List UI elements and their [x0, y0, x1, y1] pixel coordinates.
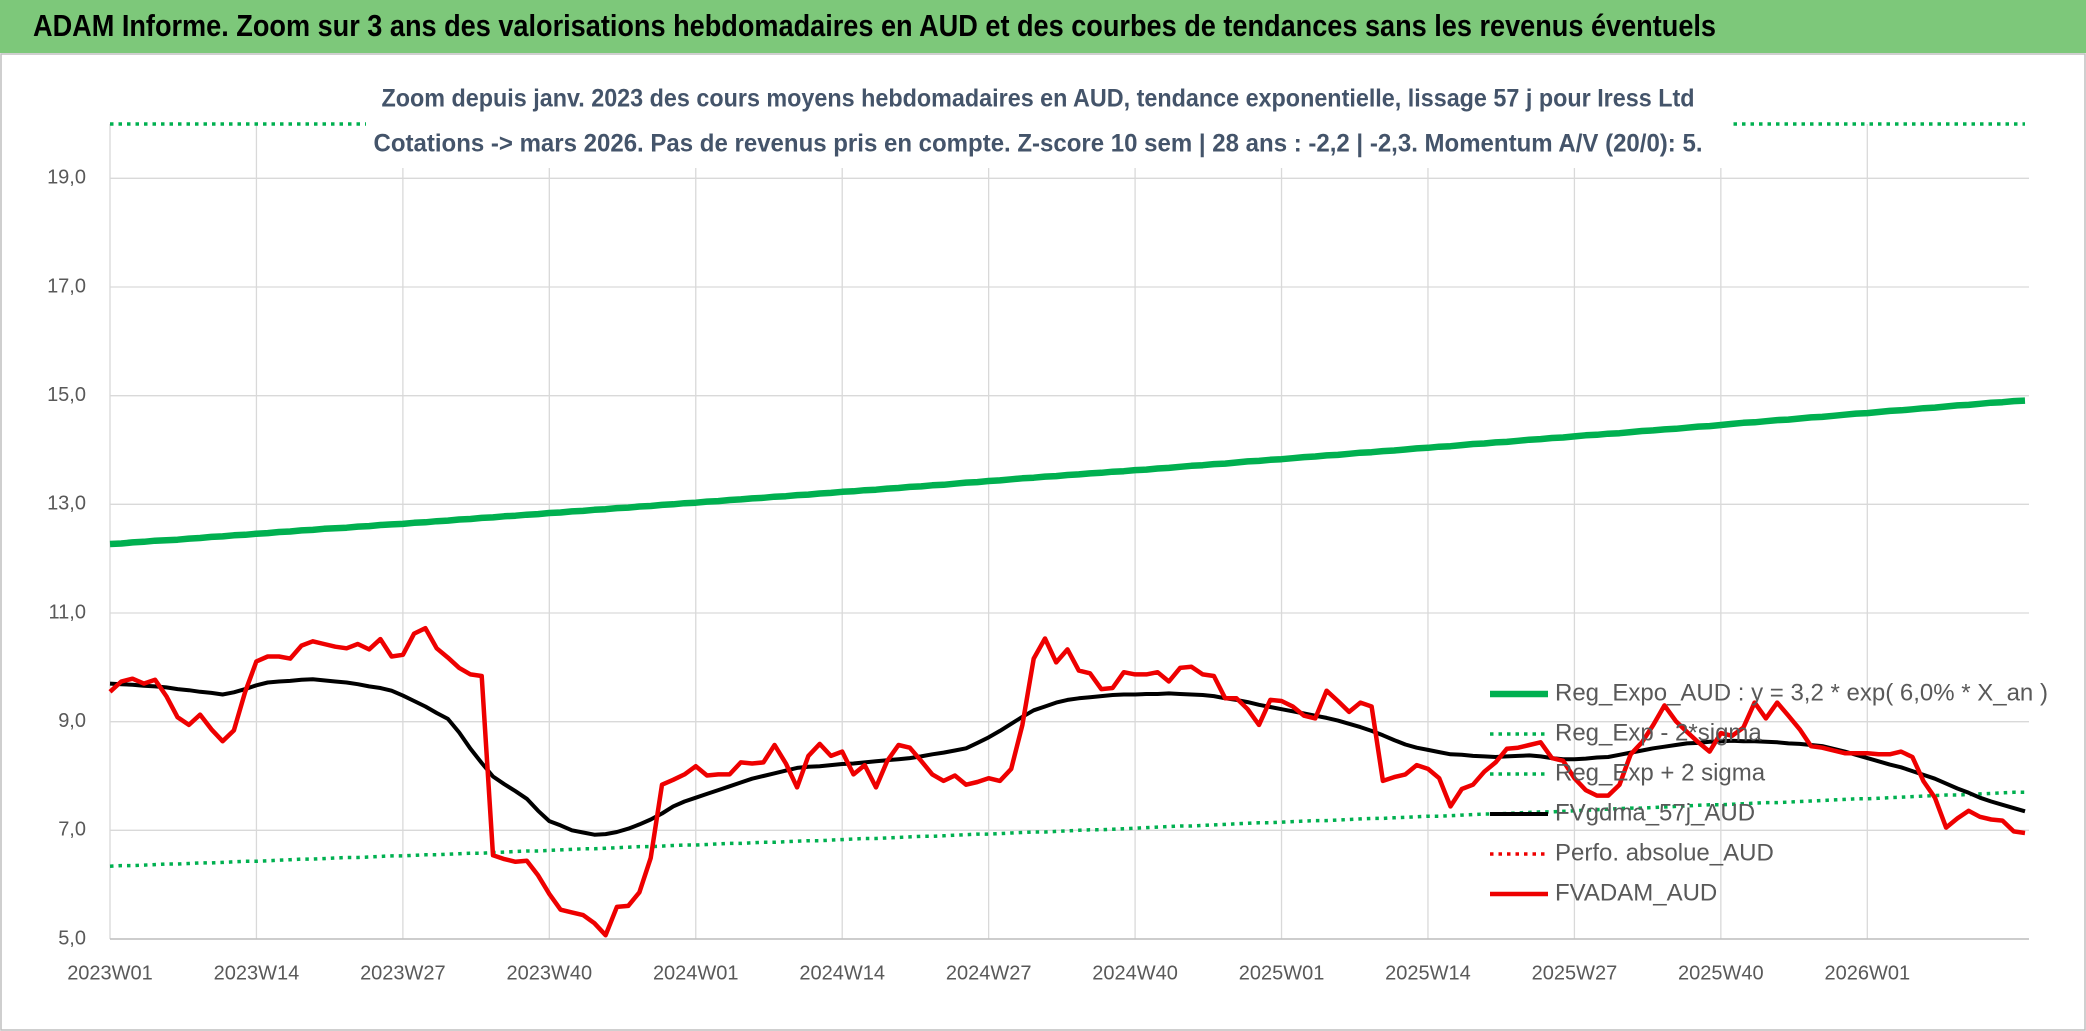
chart-frame [0, 53, 2086, 1031]
y-tick-label: 13,0 [47, 493, 86, 515]
y-tick-label: 19,0 [47, 167, 86, 189]
legend-label: Reg_Exp + 2 sigma [1555, 759, 1766, 786]
series-line [109, 677, 2026, 837]
y-tick-label: 7,0 [58, 819, 86, 841]
legend: Reg_Expo_AUD : y = 3,2 * exp( 6,0% * X_a… [1490, 679, 2048, 906]
x-tick-label: 2024W40 [1092, 962, 1178, 984]
legend-label: Reg_Exp - 2*sigma [1555, 719, 1762, 746]
x-tick-label: 2023W40 [507, 962, 593, 984]
subtitle-box [366, 80, 1730, 168]
y-tick-label: 9,0 [58, 710, 86, 732]
header-title: ADAM Informe. Zoom sur 3 ans des valoris… [33, 8, 1716, 43]
series-layer [108, 122, 2026, 938]
x-tick-label: 2024W14 [799, 962, 885, 984]
x-tick-label: 2023W01 [67, 962, 153, 984]
y-tick-label: 17,0 [47, 275, 86, 297]
x-tick-label: 2025W27 [1532, 962, 1618, 984]
x-tick-label: 2025W01 [1239, 962, 1325, 984]
header-bar [0, 0, 2086, 53]
y-tick-label: 11,0 [49, 601, 86, 623]
subtitle-line: Zoom depuis janv. 2023 des cours moyens … [382, 85, 1695, 113]
legend-label: Perfo. absolue_AUD [1555, 839, 1774, 866]
x-tick-label: 2024W01 [653, 962, 739, 984]
subtitle-line: Cotations -> mars 2026. Pas de revenus p… [374, 130, 1703, 158]
legend-label: FVgdma_57j_AUD [1555, 799, 1755, 826]
x-tick-label: 2025W14 [1385, 962, 1471, 984]
series-line [108, 625, 2026, 938]
x-tick-label: 2023W27 [360, 962, 446, 984]
x-tick-label: 2023W14 [214, 962, 300, 984]
x-tick-label: 2024W27 [946, 962, 1032, 984]
x-tick-label: 2026W01 [1824, 962, 1910, 984]
series-line [109, 397, 2026, 548]
y-tick-label: 5,0 [58, 927, 86, 949]
legend-label: FVADAM_AUD [1555, 879, 1717, 906]
x-tick-label: 2025W40 [1678, 962, 1764, 984]
grid: 5,0 7,0 9,0 11,0 13,0 15,0 17,0 19,0 2023W01 2023… [47, 124, 2029, 984]
y-tick-label: 15,0 [47, 384, 86, 406]
legend-label: Reg_Expo_AUD : y = 3,2 * exp( 6,0% * X_a… [1555, 679, 2048, 706]
